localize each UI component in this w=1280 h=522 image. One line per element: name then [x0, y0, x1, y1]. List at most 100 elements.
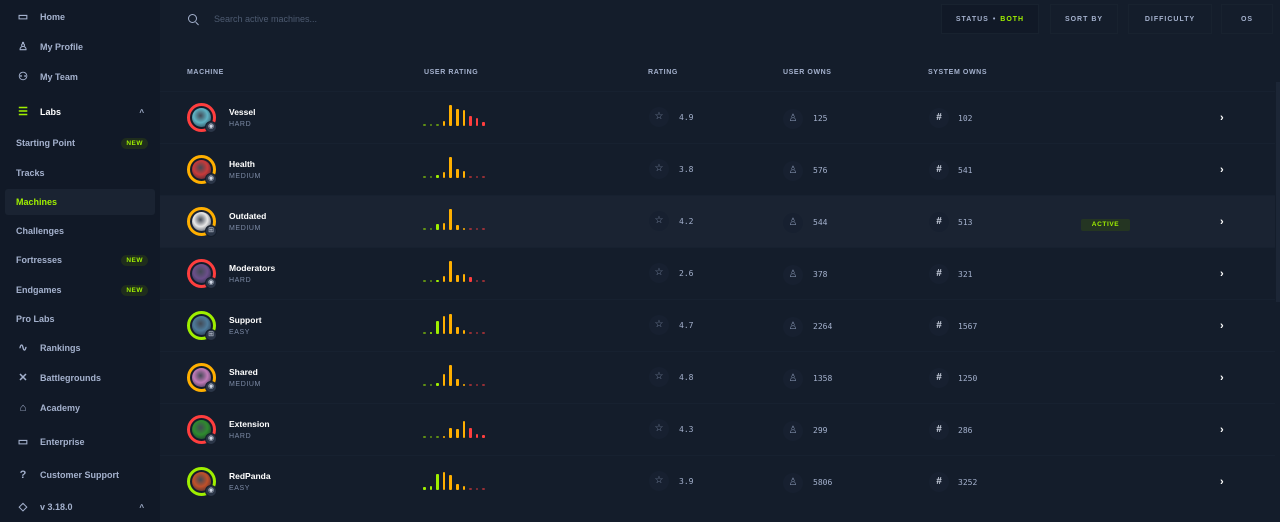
star-icon: ☆ — [649, 263, 669, 283]
sidebar-item-machines[interactable]: Machines — [5, 189, 155, 215]
machine-row[interactable]: ◉ Health MEDIUM ☆ 3.8 ♙ 576 # 541 › — [160, 143, 1275, 195]
system-owns-value: 1250 — [958, 374, 978, 383]
status-filter-button[interactable]: STATUS • BOTH — [941, 4, 1039, 34]
user-rating-chart — [423, 416, 489, 438]
machine-row[interactable]: ◉ Extension HARD ☆ 4.3 ♙ 299 # 286 › — [160, 403, 1275, 455]
star-icon: ☆ — [649, 367, 669, 387]
machine-row[interactable]: ◉ RedPanda EASY ☆ 3.9 ♙ 5806 # 3252 › — [160, 455, 1275, 507]
machine-name[interactable]: Vessel — [229, 107, 256, 117]
user-icon: ♙ — [783, 213, 803, 233]
new-badge: NEW — [121, 284, 148, 296]
rating-bar — [442, 316, 446, 334]
rating-bar — [475, 332, 479, 334]
user-icon: ♙ — [783, 109, 803, 129]
machine-avatar[interactable]: ⊞ — [187, 207, 217, 237]
chevron-right-icon[interactable]: › — [1220, 112, 1224, 124]
sidebar-item-fortresses[interactable]: Fortresses NEW — [0, 247, 160, 273]
rating-bar — [449, 157, 452, 178]
chevron-right-icon[interactable]: › — [1220, 372, 1224, 384]
machine-avatar[interactable]: ◉ — [187, 467, 217, 497]
machine-row[interactable]: ◉ Moderators HARD ☆ 2.6 ♙ 378 # 321 › — [160, 247, 1275, 299]
chevron-right-icon[interactable]: › — [1220, 216, 1224, 228]
sidebar-item-my-profile[interactable]: ♙ My Profile — [0, 34, 160, 60]
user-rating-chart — [423, 468, 489, 490]
linux-os-icon: ◉ — [205, 485, 217, 497]
sidebar-item-labs[interactable]: ☰ Labs ^ — [0, 99, 160, 125]
machine-avatar[interactable]: ◉ — [187, 363, 217, 393]
machine-name[interactable]: Extension — [229, 419, 270, 429]
machine-name[interactable]: Shared — [229, 367, 258, 377]
rating-bar — [429, 384, 433, 386]
sidebar-item-customer-support[interactable]: ? Customer Support — [0, 462, 160, 488]
rating-bar — [482, 434, 485, 438]
status-label: STATUS — [955, 15, 989, 23]
sidebar-item-v-3-18-0[interactable]: ◇ v 3.18.0 ^ — [0, 494, 160, 520]
system-owns-value: 286 — [958, 426, 973, 435]
rating-bar — [436, 474, 439, 490]
rating-bar — [456, 483, 459, 490]
sidebar-item-challenges[interactable]: Challenges — [0, 218, 160, 244]
machine-name[interactable]: Outdated — [229, 211, 267, 221]
chevron-right-icon[interactable]: › — [1220, 268, 1224, 280]
user-icon: ♙ — [783, 369, 803, 389]
sort-by-button[interactable]: SORT BY — [1050, 4, 1118, 34]
machine-avatar[interactable]: ◉ — [187, 259, 217, 289]
user-rating-chart — [423, 104, 489, 126]
scrollbar[interactable] — [1276, 82, 1280, 302]
chevron-up-icon[interactable]: ^ — [139, 502, 144, 512]
separator-dot: • — [992, 15, 997, 23]
star-icon: ☆ — [649, 471, 669, 491]
chevron-right-icon[interactable]: › — [1220, 164, 1224, 176]
machine-name[interactable]: RedPanda — [229, 471, 271, 481]
rating-value: 2.6 — [679, 269, 694, 278]
sidebar-item-enterprise[interactable]: ▭ Enterprise — [0, 429, 160, 455]
rating-bar — [456, 428, 459, 438]
sidebar-item-my-team[interactable]: ⚇ My Team — [0, 64, 160, 90]
user-rating-chart — [423, 156, 489, 178]
machine-avatar[interactable]: ◉ — [187, 155, 217, 185]
difficulty-filter-button[interactable]: DIFFICULTY — [1128, 4, 1212, 34]
user-owns-value: 1358 — [813, 374, 833, 383]
rating-bar — [456, 109, 459, 126]
machine-row[interactable]: ⊞ Support EASY ☆ 4.7 ♙ 2264 # 1567 › — [160, 299, 1275, 351]
machine-row[interactable]: ◉ Vessel HARD ☆ 4.9 ♙ 125 # 102 › — [160, 91, 1275, 143]
rating-bar — [436, 321, 439, 334]
users-icon: ⚇ — [18, 71, 28, 83]
machine-name[interactable]: Moderators — [229, 263, 276, 273]
machine-avatar[interactable]: ◉ — [187, 103, 217, 133]
sidebar-item-rankings[interactable]: ∿ Rankings — [0, 335, 160, 361]
rating-bar — [462, 383, 466, 386]
machine-avatar[interactable]: ⊞ — [187, 311, 217, 341]
rating-bar — [469, 332, 472, 334]
search-input[interactable] — [214, 14, 514, 24]
machine-row[interactable]: ⊞ Outdated MEDIUM ☆ 4.2 ♙ 544 # 513 ACTI… — [160, 195, 1275, 247]
machine-name[interactable]: Health — [229, 159, 255, 169]
sidebar-item-home[interactable]: ▭ Home — [0, 4, 160, 30]
sidebar-item-endgames[interactable]: Endgames NEW — [0, 277, 160, 303]
rating-bar — [423, 486, 426, 490]
machine-name[interactable]: Support — [229, 315, 262, 325]
sidebar-item-tracks[interactable]: Tracks — [0, 160, 160, 186]
chevron-up-icon[interactable]: ^ — [139, 107, 144, 117]
machine-difficulty: MEDIUM — [229, 225, 261, 232]
rating-bar — [436, 174, 439, 178]
machine-row[interactable]: ◉ Shared MEDIUM ☆ 4.8 ♙ 1358 # 1250 › — [160, 351, 1275, 403]
machine-avatar[interactable]: ◉ — [187, 415, 217, 445]
hash-icon: # — [929, 212, 949, 232]
os-filter-button[interactable]: OS — [1221, 4, 1273, 34]
rating-bar — [423, 228, 426, 230]
chevron-right-icon[interactable]: › — [1220, 320, 1224, 332]
sidebar-item-starting-point[interactable]: Starting Point NEW — [0, 130, 160, 156]
top-bar: STATUS • BOTH SORT BY DIFFICULTY OS — [160, 0, 1280, 42]
rating-bar — [436, 382, 439, 386]
chevron-right-icon[interactable]: › — [1220, 424, 1224, 436]
activity-icon: ∿ — [18, 342, 28, 354]
rating-value: 3.8 — [679, 165, 694, 174]
chevron-right-icon[interactable]: › — [1220, 476, 1224, 488]
rating-bar — [429, 485, 433, 490]
sidebar-item-academy[interactable]: ⌂ Academy — [0, 395, 160, 421]
sidebar-item-battlegrounds[interactable]: ✕ Battlegrounds — [0, 365, 160, 391]
rating-bar — [469, 276, 472, 282]
rating-bar — [482, 332, 485, 334]
sidebar-item-pro-labs[interactable]: Pro Labs — [0, 306, 160, 332]
